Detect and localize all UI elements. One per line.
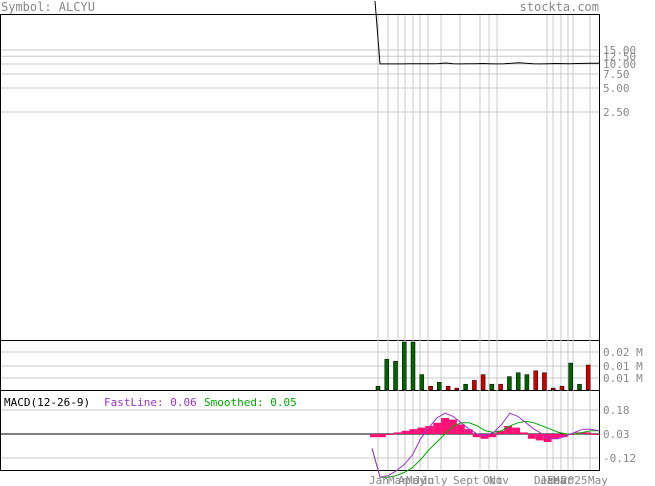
macd-histogram-bar	[559, 434, 568, 438]
volume-bar	[524, 374, 530, 391]
volume-bar	[445, 385, 451, 391]
volume-bar	[375, 385, 381, 391]
macd-histogram-bar	[425, 426, 434, 434]
macd-series	[370, 412, 600, 478]
x-axis-label: Jun	[414, 474, 434, 486]
macd-fast-line	[371, 412, 600, 478]
volume-bar	[498, 383, 503, 391]
x-axis-label: Mar	[553, 474, 573, 486]
volume-bar	[384, 359, 390, 391]
macd-histogram-bar	[543, 434, 552, 442]
macd-histogram-bar	[591, 434, 599, 435]
volume-bar	[568, 362, 573, 391]
x-axis-label: Nov	[489, 474, 509, 486]
grid-lines	[1, 15, 599, 470]
volume-bar	[463, 383, 468, 391]
macd-histogram-bar	[488, 434, 497, 438]
volume-bar	[507, 376, 512, 391]
volume-bar	[402, 341, 407, 391]
macd-histogram-bar	[456, 424, 465, 434]
macd-histogram-bar	[377, 434, 386, 438]
x-axis-label: May	[588, 474, 608, 486]
volume-bar	[559, 385, 565, 391]
macd-histogram-bar	[496, 430, 505, 434]
macd-histogram-bar	[370, 434, 378, 438]
volume-bar	[437, 382, 442, 391]
x-axis-label: Sept	[453, 474, 480, 486]
macd-smooth-label: Smoothed: 0.05	[204, 396, 297, 409]
symbol-label: Symbol: ALCYU	[1, 0, 95, 14]
price-tick-label: 10.00	[603, 58, 636, 71]
macd-fast-label: FastLine: 0.06	[104, 396, 197, 409]
macd-smoothed-line	[371, 420, 599, 478]
macd-histogram-bar	[535, 434, 544, 441]
volume-bars	[375, 341, 591, 391]
volume-bar	[577, 383, 582, 391]
macd-histogram-bar	[409, 429, 418, 434]
x-axis-label: Apr	[398, 474, 418, 486]
volume-bar	[472, 380, 477, 391]
x-axis-label: Feb	[547, 474, 567, 486]
macd-histogram-bar	[504, 426, 513, 434]
x-axis-label: May	[406, 474, 426, 486]
volume-bar	[393, 360, 398, 391]
macd-histogram-bar	[472, 434, 481, 438]
macd-histogram-bar	[385, 434, 394, 435]
macd-histogram-bar	[441, 418, 449, 434]
macd-histogram-bar	[433, 422, 442, 434]
volume-bar	[489, 383, 495, 391]
price-tick-label: 7.50	[603, 68, 630, 81]
x-axis-label: Jan	[540, 474, 560, 486]
volume-bar	[550, 387, 556, 391]
macd-histogram-bar	[464, 429, 473, 434]
volume-tick-label: 0.01 M	[603, 372, 643, 385]
x-axis-label: Oct	[483, 474, 503, 486]
macd-histogram-bar	[512, 427, 520, 434]
site-label: stockta.com	[520, 0, 599, 14]
price-tick-label: 15.00	[603, 44, 636, 57]
volume-bar	[419, 374, 425, 391]
price-tick-label: 12.50	[603, 50, 636, 63]
volume-tick-label: 0.02 M	[603, 346, 643, 359]
volume-bar	[428, 385, 433, 391]
macd-tick-label: 0.03	[603, 428, 630, 441]
macd-panel	[0, 390, 600, 471]
macd-tick-label: -0.12	[603, 452, 636, 465]
x-axis-label: Dec	[534, 474, 554, 486]
price-line	[374, 0, 599, 65]
macd-histogram-bar	[393, 432, 402, 434]
x-axis-label: Mar	[388, 474, 408, 486]
x-axis-label: Jan	[369, 474, 389, 486]
volume-bar	[410, 341, 416, 391]
macd-histogram-bar	[417, 427, 426, 434]
macd-histogram-bar	[520, 432, 528, 434]
macd-histogram-bar	[583, 432, 592, 434]
volume-bar	[533, 370, 538, 391]
x-axis-label: 2025	[561, 474, 588, 486]
x-axis-label: July	[421, 474, 448, 486]
macd-histogram-bar	[480, 434, 489, 439]
volume-bar	[480, 374, 486, 391]
volume-bar	[585, 364, 591, 391]
macd-histogram-bar	[527, 434, 536, 439]
macd-histogram-bar	[551, 434, 560, 439]
macd-histogram-bar	[401, 430, 410, 434]
price-series	[374, 0, 599, 65]
macd-tick-label: 0.18	[603, 404, 630, 417]
macd-title: MACD(12-26-9)	[4, 396, 90, 409]
volume-tick-label: 0.01 M	[603, 360, 643, 373]
volume-bar	[454, 387, 460, 391]
price-tick-label: 5.00	[603, 82, 630, 95]
volume-bar	[515, 372, 521, 391]
price-tick-label: 2.50	[603, 106, 630, 119]
volume-bar	[542, 372, 547, 391]
